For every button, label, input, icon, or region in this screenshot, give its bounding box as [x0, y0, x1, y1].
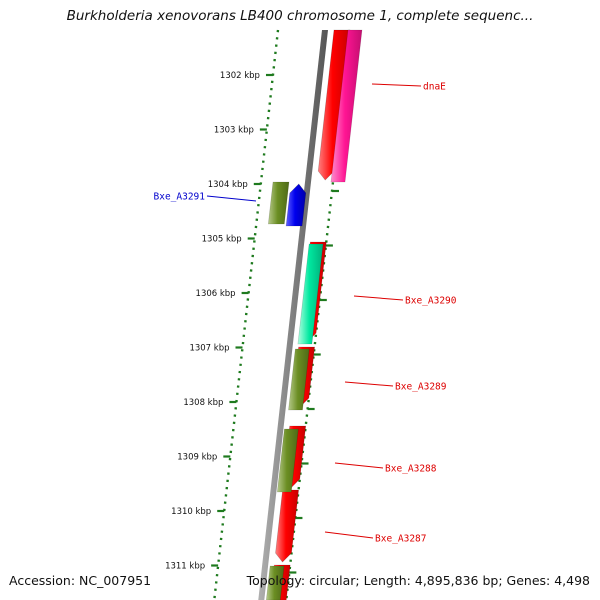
svg-text:Bxe_A3290: Bxe_A3290 — [405, 296, 457, 307]
gene-label-Bxe_A3290[interactable]: Bxe_A3290 — [353, 296, 457, 307]
ruler-tick-label: 1305 kbp — [202, 235, 242, 245]
gene-Bxe_A3290[interactable] — [297, 243, 324, 345]
chromosome-backbone — [258, 30, 328, 600]
map-title: Burkholderia xenovorans LB400 chromosome… — [66, 8, 534, 24]
gene-dnaE[interactable] — [330, 29, 363, 183]
ruler-line-left — [213, 29, 280, 600]
ruler-tick-label: 1309 kbp — [177, 453, 217, 463]
ruler-tick-label: 1308 kbp — [183, 398, 223, 408]
ruler-tick-label: 1311 kbp — [165, 562, 205, 572]
svg-text:Bxe_A3288: Bxe_A3288 — [385, 464, 437, 475]
gene-Bxe_A3288[interactable] — [276, 428, 299, 493]
ruler-tick-label: 1304 kbp — [208, 180, 248, 190]
gene-Bxe_A3291[interactable] — [285, 183, 307, 227]
gene-label-Bxe_A3289[interactable]: Bxe_A3289 — [344, 382, 447, 393]
svg-text:Bxe_A3289: Bxe_A3289 — [395, 382, 447, 393]
ruler-tick-label: 1302 kbp — [220, 71, 260, 81]
ruler-tick-label: 1307 kbp — [189, 344, 229, 354]
topology-label: Topology: circular; Length: 4,895,836 bp… — [246, 573, 590, 588]
ruler-tick-label: 1310 kbp — [171, 507, 211, 517]
gene-Bxe_A3287[interactable] — [265, 565, 285, 600]
accession-label: Accession: NC_007951 — [9, 573, 152, 588]
svg-text:dnaE: dnaE — [423, 82, 446, 93]
gene-label-dnaE[interactable]: dnaE — [371, 82, 446, 93]
cds-feature[interactable] — [317, 29, 351, 181]
gene-label-Bxe_A3287[interactable]: Bxe_A3287 — [324, 531, 426, 545]
svg-text:Bxe_A3287: Bxe_A3287 — [375, 534, 426, 545]
cds-feature[interactable] — [275, 489, 299, 563]
cds-feature-reverse[interactable] — [267, 181, 290, 225]
gene-Bxe_A3289[interactable] — [288, 348, 310, 411]
ruler-tick-label: 1306 kbp — [196, 289, 236, 299]
gene-label-Bxe_A3291[interactable]: Bxe_A3291 — [154, 192, 257, 203]
svg-text:Bxe_A3291: Bxe_A3291 — [154, 192, 206, 203]
gene-label-Bxe_A3288[interactable]: Bxe_A3288 — [334, 462, 437, 475]
ruler-tick-label: 1303 kbp — [214, 126, 254, 136]
